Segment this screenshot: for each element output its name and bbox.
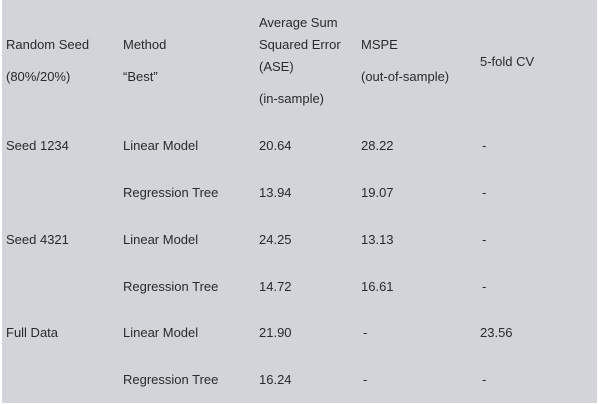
header-cell: MSPE <box>361 37 398 52</box>
table-cell: - <box>482 138 487 153</box>
table-cell: 20.64 <box>259 138 292 153</box>
table-cell: - <box>482 185 487 200</box>
header-cell: (ASE) <box>259 59 294 74</box>
header-cell: 5-fold CV <box>480 54 535 69</box>
table-cell: - <box>363 325 368 340</box>
table-cell: 14.72 <box>259 279 292 294</box>
header-cell: Method <box>123 37 167 52</box>
table-cell: 28.22 <box>361 138 394 153</box>
table-cell: 13.94 <box>259 185 292 200</box>
table-cell: 16.24 <box>259 372 292 387</box>
header-cell: Squared Error <box>259 37 341 52</box>
table-cell: - <box>363 372 368 387</box>
table-cell: - <box>482 232 487 247</box>
table-cell: 21.90 <box>259 325 292 340</box>
table-cell: Regression Tree <box>123 279 219 294</box>
table-cell: 24.25 <box>259 232 292 247</box>
table-cell: Linear Model <box>123 325 199 340</box>
table-cell: 19.07 <box>361 185 394 200</box>
table-cell: Regression Tree <box>123 372 219 387</box>
table-cell: Seed 4321 <box>6 232 69 247</box>
table-cell: - <box>482 372 487 387</box>
table-cell: Full Data <box>6 325 59 340</box>
header-cell: (out-of-sample) <box>361 69 450 84</box>
table-cell: 13.13 <box>361 232 394 247</box>
table-cell: - <box>482 279 487 294</box>
table-cell: Linear Model <box>123 138 199 153</box>
header-cell: “Best” <box>123 69 158 84</box>
header-cell: Average Sum <box>259 15 338 30</box>
table-cell: 23.56 <box>480 325 513 340</box>
header-cell: (in-sample) <box>259 91 325 106</box>
table-cell: 16.61 <box>361 279 394 294</box>
header-cell: Random Seed <box>6 37 90 52</box>
table-cell: Linear Model <box>123 232 199 247</box>
header-cell: (80%/20%) <box>6 69 71 84</box>
table-cell: Regression Tree <box>123 185 219 200</box>
table-cell: Seed 1234 <box>6 138 69 153</box>
